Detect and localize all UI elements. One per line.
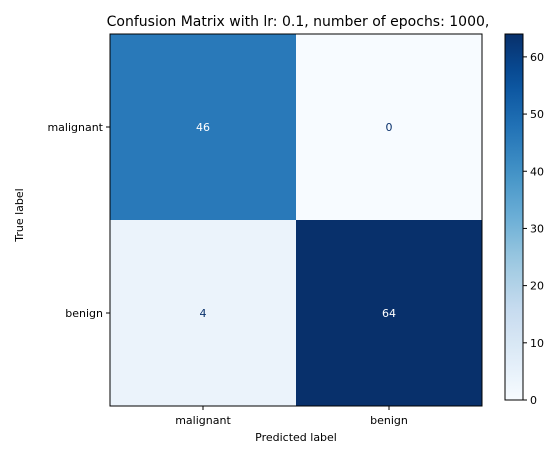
colorbar-tick-label: 10 (530, 337, 544, 350)
heatmap-cell (110, 34, 296, 220)
x-tick-label: malignant (175, 414, 231, 427)
y-tick-label: benign (65, 307, 103, 320)
y-tick-label: malignant (47, 121, 103, 134)
colorbar-gradient (504, 33, 524, 401)
cell-value-label: 4 (200, 307, 207, 320)
heatmap-cell (296, 220, 482, 406)
heatmap-plot-area: 46 0 4 64 malignant benign malignant benign (47, 33, 483, 427)
colorbar-tick-label: 20 (530, 280, 544, 293)
plot-frame (109, 33, 483, 407)
heatmap-cell (110, 220, 296, 406)
colorbar: 0 10 20 30 40 50 60 (504, 33, 544, 407)
colorbar-tick-label: 30 (530, 222, 544, 235)
cell-value-label: 64 (382, 307, 396, 320)
x-tick-label: benign (370, 414, 408, 427)
y-axis-label: True label (13, 188, 26, 242)
cell-value-label: 0 (386, 121, 393, 134)
colorbar-tick-label: 60 (530, 51, 544, 64)
heatmap-cell (296, 34, 482, 220)
colorbar-tick-label: 40 (530, 165, 544, 178)
chart-title: Confusion Matrix with lr: 0.1, number of… (107, 14, 490, 30)
colorbar-tick-label: 50 (530, 108, 544, 121)
cell-value-label: 46 (196, 121, 210, 134)
colorbar-tick-label: 0 (530, 394, 537, 407)
x-axis-label: Predicted label (255, 431, 337, 444)
